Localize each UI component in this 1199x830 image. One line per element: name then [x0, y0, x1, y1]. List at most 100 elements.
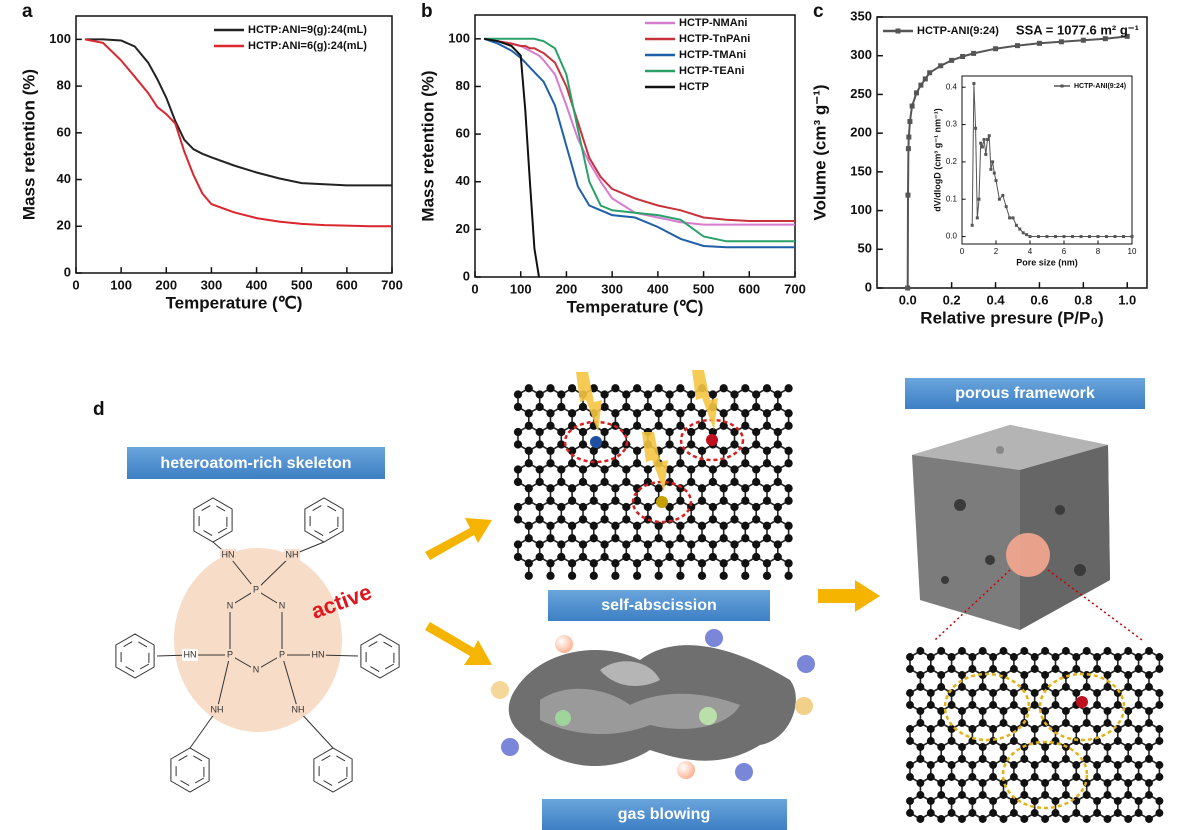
atom	[1020, 755, 1028, 763]
atom	[741, 422, 749, 430]
atom	[1072, 689, 1080, 697]
atom	[1124, 791, 1132, 799]
atom	[916, 671, 924, 679]
atom	[590, 534, 598, 542]
marker	[995, 179, 998, 182]
atom	[1124, 815, 1132, 823]
atom	[937, 755, 945, 763]
marker	[993, 172, 996, 175]
marker	[1018, 228, 1021, 231]
atom	[1114, 809, 1122, 817]
atom	[720, 522, 728, 530]
phenyl-ring-inner	[176, 754, 204, 786]
atom	[774, 553, 782, 561]
atom	[1000, 683, 1008, 691]
atom	[948, 665, 956, 673]
atom	[536, 503, 544, 511]
atom	[611, 447, 619, 455]
atom	[927, 653, 935, 661]
marker	[1071, 235, 1074, 238]
atom	[557, 465, 565, 473]
atom	[741, 409, 749, 417]
atom	[676, 572, 684, 580]
atom	[784, 522, 792, 530]
atom	[774, 515, 782, 523]
atom	[622, 478, 630, 486]
atom	[968, 665, 976, 673]
atom	[1093, 665, 1101, 673]
atom	[774, 503, 782, 511]
atom	[1145, 743, 1153, 751]
atom	[698, 522, 706, 530]
marker	[974, 127, 977, 130]
y-axis-title: Volume (cm³ g⁻¹)	[810, 84, 829, 220]
atom	[968, 773, 976, 781]
atom	[676, 534, 684, 542]
atom	[1052, 797, 1060, 805]
atom	[546, 559, 554, 567]
atom	[774, 428, 782, 436]
panel-label: a	[22, 1, 33, 22]
atom	[1072, 761, 1080, 769]
atom	[989, 653, 997, 661]
atom	[633, 534, 641, 542]
atom	[752, 478, 760, 486]
atom	[1104, 743, 1112, 751]
atom	[916, 743, 924, 751]
y-tick-label: 0	[64, 264, 71, 279]
atom	[720, 384, 728, 392]
atom	[1155, 725, 1163, 733]
atom	[1072, 653, 1080, 661]
arrow	[425, 622, 492, 665]
marker	[978, 198, 981, 201]
y-tick-label: 60	[456, 126, 470, 141]
atom	[546, 422, 554, 430]
atom	[906, 773, 914, 781]
atom	[546, 459, 554, 467]
atom	[579, 515, 587, 523]
marker	[1059, 39, 1064, 44]
atom	[1000, 707, 1008, 715]
atom	[1114, 665, 1122, 673]
atom	[1093, 701, 1101, 709]
atom	[1124, 647, 1132, 655]
atom	[698, 459, 706, 467]
atom	[536, 540, 544, 548]
atom	[546, 572, 554, 580]
diagram: d heteroatom-rich skeleton active PNNPPN…	[93, 370, 1163, 830]
atom	[989, 689, 997, 697]
atom	[1052, 809, 1060, 817]
atom	[979, 683, 987, 691]
atom	[784, 409, 792, 417]
atom	[1052, 761, 1060, 769]
atom	[514, 390, 522, 398]
phenyl-ring-inner	[121, 640, 149, 672]
atom	[611, 497, 619, 505]
atom	[546, 384, 554, 392]
atom	[1104, 707, 1112, 715]
atom	[698, 497, 706, 505]
atom	[665, 390, 673, 398]
y-tick-label: 0	[463, 268, 470, 283]
atom	[916, 791, 924, 799]
amine-group: HN	[222, 549, 235, 559]
atom	[557, 428, 565, 436]
atom	[622, 465, 630, 473]
atom	[709, 540, 717, 548]
x-tick-label: 0.4	[986, 292, 1005, 307]
legend-marker	[896, 29, 901, 34]
atom	[752, 540, 760, 548]
atom	[1145, 719, 1153, 727]
atom	[1052, 689, 1060, 697]
atom	[948, 773, 956, 781]
atom	[958, 707, 966, 715]
x-tick-label: 0.6	[1030, 292, 1048, 307]
atom	[906, 689, 914, 697]
atom	[979, 743, 987, 751]
atom	[1083, 707, 1091, 715]
atom	[655, 384, 663, 392]
atom	[752, 503, 760, 511]
atom	[1093, 653, 1101, 661]
atom	[1083, 647, 1091, 655]
